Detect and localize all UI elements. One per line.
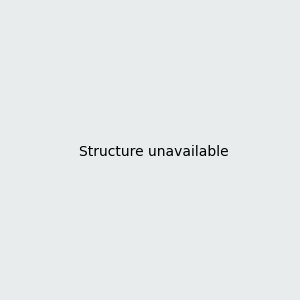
Text: Structure unavailable: Structure unavailable xyxy=(79,145,229,158)
